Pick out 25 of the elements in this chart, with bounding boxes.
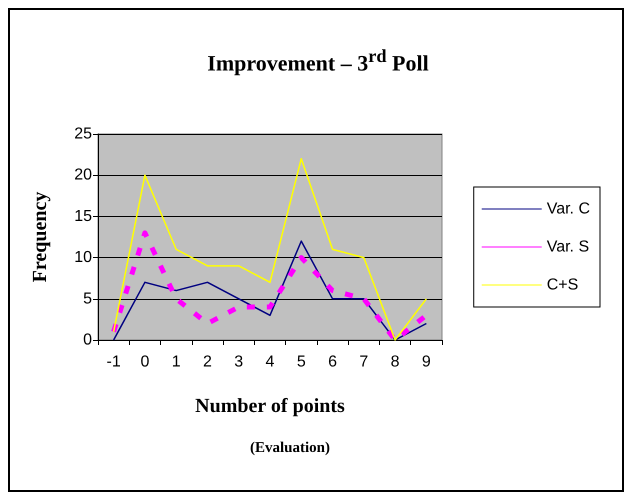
x-tick-label: 7 [359,354,368,370]
x-tick-label: 1 [172,354,181,370]
x-tick-label: 0 [140,354,150,370]
y-tick-label: 15 [74,208,92,225]
x-tick-label: 8 [390,354,400,370]
chart-title: Improvement – 3$^{rd}$ Poll [206,46,430,76]
x-tick-label: -1 [106,354,121,370]
line-series [112,158,428,341]
x-tick-label: 2 [203,354,212,370]
legend-label: C+S [546,276,578,294]
x-tick-label: 5 [296,354,306,370]
y-tick-label: 25 [74,126,92,142]
x-tick-label: 6 [328,354,338,370]
x-tick-label: 9 [422,354,431,370]
legend-label: Var. S [546,238,590,256]
x-axis-title: Number of points [195,395,346,417]
legend-label: Var. C [546,200,590,218]
y-tick-label: 10 [74,249,92,266]
y-tick-label: 5 [83,290,92,308]
x-tick-label: 3 [234,354,244,370]
y-tick-label: 20 [74,166,92,184]
y-tick-label: 0 [83,332,92,348]
x-tick-label: 4 [266,354,275,370]
y-axis-title: Frequency [29,192,51,282]
text: (Evaluation) [248,440,331,457]
